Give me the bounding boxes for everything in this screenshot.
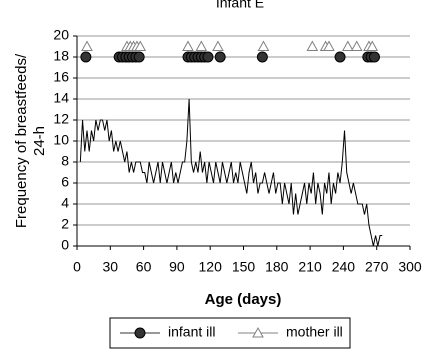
y-tick-label: 4	[61, 195, 69, 211]
y-tick-label: 2	[61, 216, 69, 232]
x-tick-label: 90	[169, 259, 185, 275]
marker	[257, 40, 270, 51]
x-tick-label: 180	[265, 259, 289, 275]
marker	[214, 51, 226, 63]
y-tick-label: 6	[61, 174, 69, 190]
marker	[334, 51, 346, 63]
x-tick-label: 270	[365, 259, 389, 275]
x-tick-label: 30	[103, 259, 119, 275]
marker	[212, 40, 224, 51]
legend-marker	[252, 326, 264, 338]
marker	[80, 51, 92, 63]
y-tick-label: 12	[53, 111, 69, 127]
legend-label: infant ill	[168, 324, 215, 340]
y-tick-label: 14	[53, 90, 69, 106]
x-tick-label: 120	[199, 259, 223, 275]
marker	[195, 40, 208, 51]
y-axis-label: Frequency of breastfeeds/	[13, 53, 30, 228]
marker	[182, 40, 194, 51]
x-tick-label: 0	[73, 259, 81, 275]
marker	[366, 40, 379, 51]
marker	[134, 40, 147, 51]
y-tick-label: 16	[53, 69, 69, 85]
marker	[350, 40, 363, 51]
y-tick-label: 18	[53, 48, 69, 64]
y-tick-label: 8	[61, 153, 69, 169]
marker	[133, 51, 145, 63]
x-tick-label: 300	[398, 259, 422, 275]
legend-marker	[134, 327, 146, 339]
y-tick-label: 20	[53, 27, 69, 43]
marker	[341, 40, 354, 51]
chart-title: Infant E	[216, 0, 264, 11]
marker	[306, 40, 319, 51]
marker	[256, 51, 268, 63]
y-tick-label: 10	[53, 132, 69, 148]
x-tick-label: 150	[232, 259, 256, 275]
marker	[323, 40, 335, 51]
legend-label: mother ill	[286, 324, 343, 340]
x-tick-label: 210	[298, 259, 322, 275]
y-axis-label: 24-h	[31, 126, 48, 156]
marker	[368, 51, 380, 63]
x-axis-label: Age (days)	[205, 291, 282, 308]
marker	[81, 40, 93, 51]
y-tick-label: 0	[61, 237, 69, 253]
data-line	[79, 98, 383, 247]
x-tick-label: 240	[332, 259, 356, 275]
marker	[202, 51, 214, 63]
x-tick-label: 60	[136, 259, 152, 275]
